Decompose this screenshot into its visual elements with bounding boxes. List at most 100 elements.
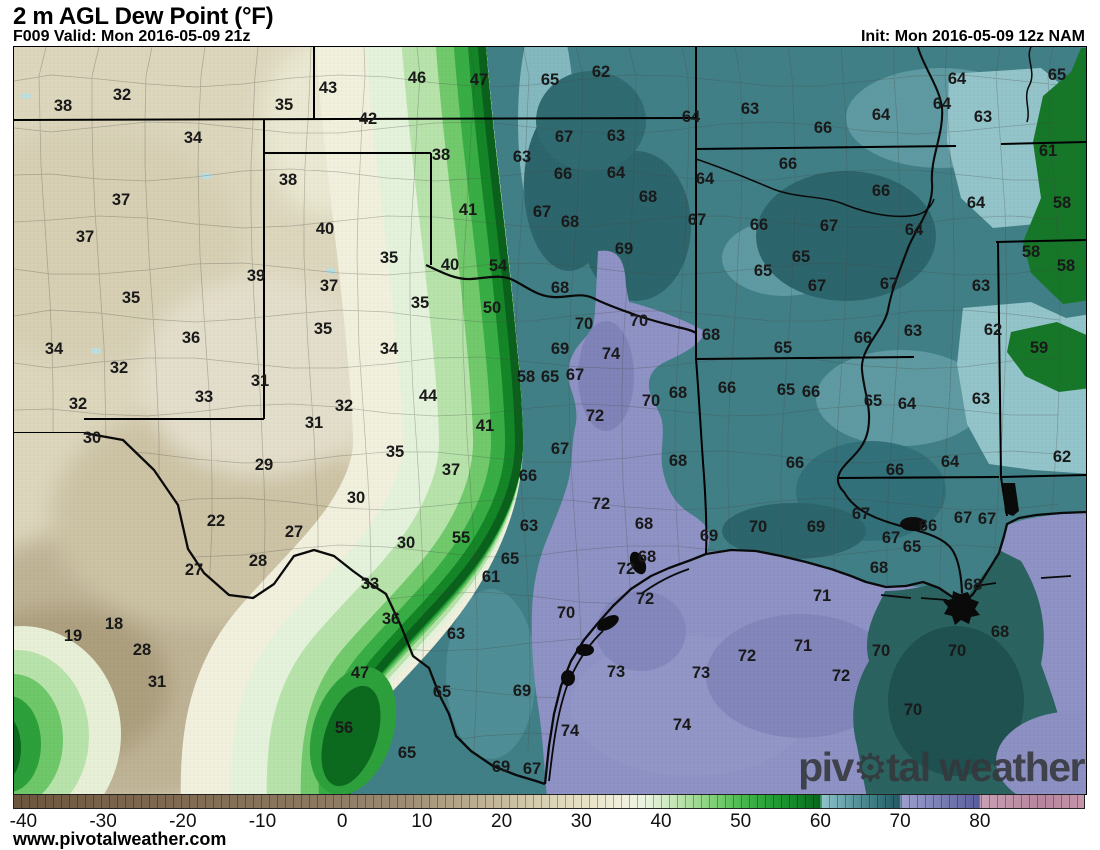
dewpoint-label: 72: [592, 495, 610, 513]
dewpoint-label: 69: [807, 518, 825, 536]
dewpoint-label: 32: [69, 395, 87, 413]
dewpoint-label: 40: [441, 256, 459, 274]
dewpoint-label: 29: [255, 456, 273, 474]
dewpoint-label: 65: [541, 368, 559, 386]
dewpoint-label: 65: [1048, 66, 1066, 84]
dewpoint-label: 56: [335, 719, 353, 737]
pivotalweather-watermark: piv⚙tal weather: [798, 744, 1085, 790]
dewpoint-label: 70: [575, 315, 593, 333]
tick-label: 80: [969, 811, 991, 832]
dewpoint-label: 54: [489, 257, 508, 275]
dewpoint-label: 42: [359, 110, 377, 128]
dewpoint-label: 66: [854, 329, 872, 347]
dewpoint-label: 71: [794, 637, 812, 655]
dewpoint-label: 62: [1053, 448, 1071, 466]
dewpoint-label: 65: [864, 392, 882, 410]
dewpoint-label: 50: [483, 299, 501, 317]
dewpoint-label: 74: [673, 716, 692, 734]
dewpoint-label: 44: [419, 387, 438, 405]
stipple-overlay: [14, 47, 1086, 794]
dewpoint-label: 67: [808, 277, 826, 295]
dewpoint-label: 27: [185, 561, 203, 579]
tick-label: 30: [570, 811, 592, 832]
dewpoint-label: 64: [898, 395, 917, 413]
dewpoint-label: 65: [792, 248, 810, 266]
dewpoint-label: 41: [459, 201, 477, 219]
dewpoint-label: 68: [870, 559, 888, 577]
tick-label: 10: [411, 811, 433, 832]
dewpoint-label: 59: [1030, 339, 1048, 357]
dewpoint-label: 67: [566, 366, 584, 384]
dewpoint-label: 67: [820, 217, 838, 235]
dewpoint-label: 63: [607, 127, 625, 145]
dewpoint-label: 31: [148, 673, 166, 691]
dewpoint-label: 35: [411, 294, 429, 312]
tick-label: 0: [336, 811, 348, 832]
dewpoint-label: 68: [561, 213, 579, 231]
dewpoint-label: 66: [802, 383, 820, 401]
dewpoint-label: 28: [133, 641, 151, 659]
dewpoint-label: 33: [195, 388, 213, 406]
dewpoint-label: 37: [442, 461, 460, 479]
dewpoint-label: 72: [738, 647, 756, 665]
dewpoint-label: 68: [991, 623, 1009, 641]
dewpoint-label: 69: [551, 340, 569, 358]
dewpoint-label: 38: [54, 97, 72, 115]
dewpoint-label: 64: [872, 106, 891, 124]
tick-label: 20: [491, 811, 513, 832]
dewpoint-label: 65: [754, 262, 772, 280]
tick-label: -10: [248, 811, 277, 832]
dewpoint-label: 67: [954, 509, 972, 527]
dewpoint-label: 65: [501, 550, 519, 568]
valid-time-label: F009 Valid: Mon 2016-05-09 21z: [13, 28, 251, 45]
dewpoint-label: 68: [964, 576, 982, 594]
dewpoint-label: 32: [113, 86, 131, 104]
dewpoint-label: 31: [251, 372, 269, 390]
dewpoint-label: 65: [433, 683, 451, 701]
dewpoint-label: 65: [777, 381, 795, 399]
dewpoint-label: 67: [882, 529, 900, 547]
dewpoint-label: 64: [967, 194, 986, 212]
dewpoint-label: 70: [749, 518, 767, 536]
dewpoint-label: 63: [513, 148, 531, 166]
dewpoint-label: 58: [1053, 194, 1071, 212]
tick-label: 70: [889, 811, 911, 832]
dewpoint-label: 63: [972, 277, 990, 295]
dewpoint-label: 46: [408, 69, 426, 87]
dewpoint-label: 65: [541, 71, 559, 89]
dewpoint-label: 63: [904, 322, 922, 340]
dewpoint-label: 64: [948, 70, 967, 88]
dewpoint-label: 72: [832, 667, 850, 685]
dewpoint-label: 70: [948, 642, 966, 660]
dewpoint-label: 58: [517, 368, 535, 386]
tick-label: -30: [89, 811, 117, 832]
dewpoint-label: 32: [110, 359, 128, 377]
dewpoint-label: 73: [692, 664, 710, 682]
init-time-label: Init: Mon 2016-05-09 12z NAM: [860, 28, 1085, 45]
dewpoint-label: 69: [492, 758, 510, 776]
dewpoint-label: 47: [470, 71, 488, 89]
dewpoint-label: 63: [741, 100, 759, 118]
dewpoint-label: 62: [592, 63, 610, 81]
dewpoint-label: 64: [941, 453, 960, 471]
dewpoint-label: 65: [774, 339, 792, 357]
dewpoint-value-labels: 38 32 35 43 42 46 47 65 62 63 64 65 64 63 64 66 61 58 34 38…: [45, 63, 1075, 778]
dewpoint-label: 72: [617, 560, 635, 578]
color-scale-ticks: -40 -30 -20 -10 0 10 20 30 40 50 60 70 80: [10, 811, 1085, 832]
dewpoint-label: 66: [919, 517, 937, 535]
dewpoint-label: 66: [718, 379, 736, 397]
dewpoint-label: 35: [275, 96, 293, 114]
dewpoint-label: 35: [122, 289, 140, 307]
dewpoint-label: 38: [432, 146, 450, 164]
dewpoint-label: 68: [635, 515, 653, 533]
dewpoint-label: 37: [76, 228, 94, 246]
dewpoint-label: 61: [1039, 142, 1057, 160]
dewpoint-label: 47: [351, 664, 369, 682]
dewpoint-label: 30: [83, 429, 101, 447]
dewpoint-label: 66: [886, 461, 904, 479]
dewpoint-label: 66: [872, 182, 890, 200]
dewpoint-label: 69: [615, 240, 633, 258]
dewpoint-label: 58: [1022, 243, 1040, 261]
tick-label: -20: [169, 811, 197, 832]
